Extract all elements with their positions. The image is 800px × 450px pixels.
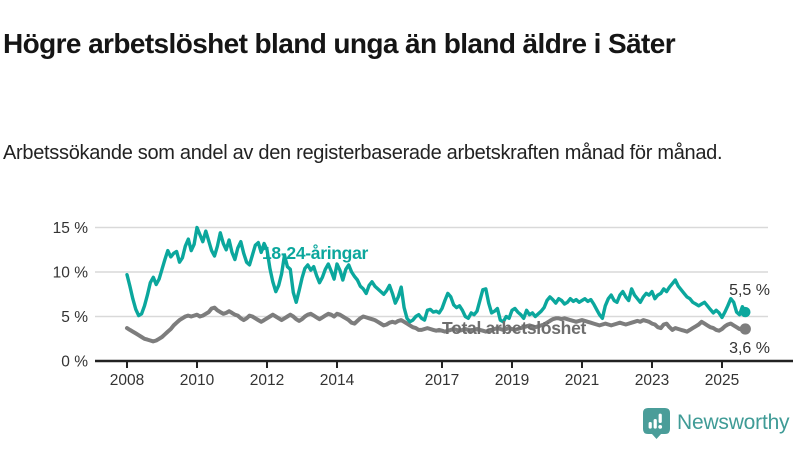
value-label-youth: 5,5 % <box>729 282 770 299</box>
svg-text:2012: 2012 <box>250 372 284 389</box>
page-title: Högre arbetslöshet bland unga än bland ä… <box>3 27 676 59</box>
x-axis <box>95 359 793 368</box>
svg-text:2010: 2010 <box>180 372 215 389</box>
series-lines <box>125 225 751 344</box>
svg-text:2017: 2017 <box>425 372 459 389</box>
svg-text:2023: 2023 <box>635 372 669 389</box>
svg-text:2019: 2019 <box>495 372 529 389</box>
value-label-total: 3,6 % <box>729 340 770 357</box>
brand-name: Newsworthy <box>677 411 790 434</box>
svg-text:2025: 2025 <box>705 372 739 389</box>
series-label-youth: 18-24-åringar <box>262 243 369 263</box>
brand-logo: Newsworthy <box>643 407 790 439</box>
series-line-total <box>125 305 748 344</box>
svg-text:0 %: 0 % <box>61 354 88 371</box>
chart-gridlines <box>95 226 768 318</box>
page-subtitle: Arbetssökande som andel av den registerb… <box>3 142 723 164</box>
svg-text:15 %: 15 % <box>53 220 89 237</box>
svg-text:10 %: 10 % <box>53 265 89 282</box>
svg-text:2008: 2008 <box>110 372 144 389</box>
y-axis-tick-labels: 0 % 5 % 10 % 15 % <box>53 220 89 371</box>
series-endpoint-dot-total <box>739 323 751 335</box>
svg-text:2014: 2014 <box>320 372 355 389</box>
series-endpoint-dot-youth <box>740 306 751 318</box>
svg-text:2021: 2021 <box>565 372 599 389</box>
x-axis-tick-labels: 2008 2010 2012 2014 2017 2019 2021 2023 2025 <box>110 372 739 389</box>
series-line-youth <box>125 225 747 324</box>
series-label-total: Total arbetslöshet <box>442 318 586 338</box>
svg-text:5 %: 5 % <box>61 309 88 326</box>
newsworthy-icon <box>643 407 670 439</box>
